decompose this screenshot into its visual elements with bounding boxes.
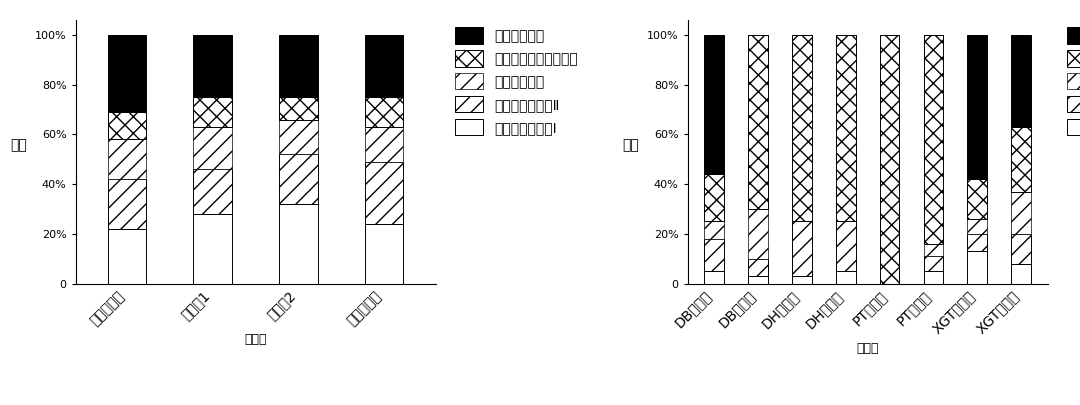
Bar — [193, 127, 232, 169]
X-axis label: 采样点: 采样点 — [856, 341, 879, 354]
Bar — [279, 35, 318, 97]
Bar — [880, 35, 900, 284]
Bar — [748, 35, 768, 209]
Bar — [108, 35, 146, 112]
Bar — [365, 162, 404, 224]
Bar — [193, 214, 232, 284]
Bar — [923, 35, 943, 244]
Bar — [704, 271, 724, 283]
Bar — [1011, 234, 1031, 264]
Bar — [1011, 264, 1031, 284]
Bar — [193, 97, 232, 127]
Bar — [108, 179, 146, 229]
Bar — [968, 251, 987, 284]
Bar — [365, 35, 404, 97]
Bar — [279, 119, 318, 154]
Bar — [748, 259, 768, 276]
Y-axis label: 含量: 含量 — [622, 138, 638, 152]
Bar — [836, 271, 855, 283]
X-axis label: 采样点: 采样点 — [244, 333, 267, 346]
Bar — [108, 229, 146, 284]
Bar — [365, 127, 404, 162]
Bar — [279, 97, 318, 119]
Bar — [748, 209, 768, 259]
Bar — [193, 35, 232, 97]
Bar — [968, 234, 987, 251]
Bar — [792, 35, 812, 222]
Bar — [193, 169, 232, 214]
Bar — [836, 35, 855, 222]
Legend: 腐植酸类物质, 溶解性微生物代谢产物, 富里酸类物质, 芳香蛋白类物质Ⅱ, 芳香蛋白类物质Ⅰ: 腐植酸类物质, 溶解性微生物代谢产物, 富里酸类物质, 芳香蛋白类物质Ⅱ, 芳香… — [449, 22, 583, 141]
Bar — [1011, 192, 1031, 234]
Bar — [1011, 35, 1031, 127]
Bar — [923, 271, 943, 283]
Bar — [704, 222, 724, 239]
Bar — [279, 204, 318, 284]
Bar — [748, 276, 768, 284]
Bar — [365, 97, 404, 127]
Bar — [968, 179, 987, 219]
Bar — [1011, 127, 1031, 192]
Bar — [108, 112, 146, 139]
Bar — [792, 222, 812, 276]
Bar — [704, 35, 724, 174]
Bar — [968, 35, 987, 179]
Y-axis label: 含量: 含量 — [10, 138, 27, 152]
Bar — [108, 139, 146, 179]
Bar — [968, 219, 987, 234]
Bar — [279, 154, 318, 204]
Bar — [923, 244, 943, 256]
Legend: 腐植酸类物质, 溶解性微生物代谢产物, 富里酸类物质, 芳香蛋白类物质Ⅱ, 芳香蛋白类物质Ⅰ: 腐植酸类物质, 溶解性微生物代谢产物, 富里酸类物质, 芳香蛋白类物质Ⅱ, 芳香… — [1062, 22, 1080, 141]
Bar — [704, 239, 724, 271]
Bar — [836, 222, 855, 271]
Bar — [923, 256, 943, 271]
Bar — [792, 276, 812, 284]
Bar — [365, 224, 404, 284]
Bar — [704, 174, 724, 222]
